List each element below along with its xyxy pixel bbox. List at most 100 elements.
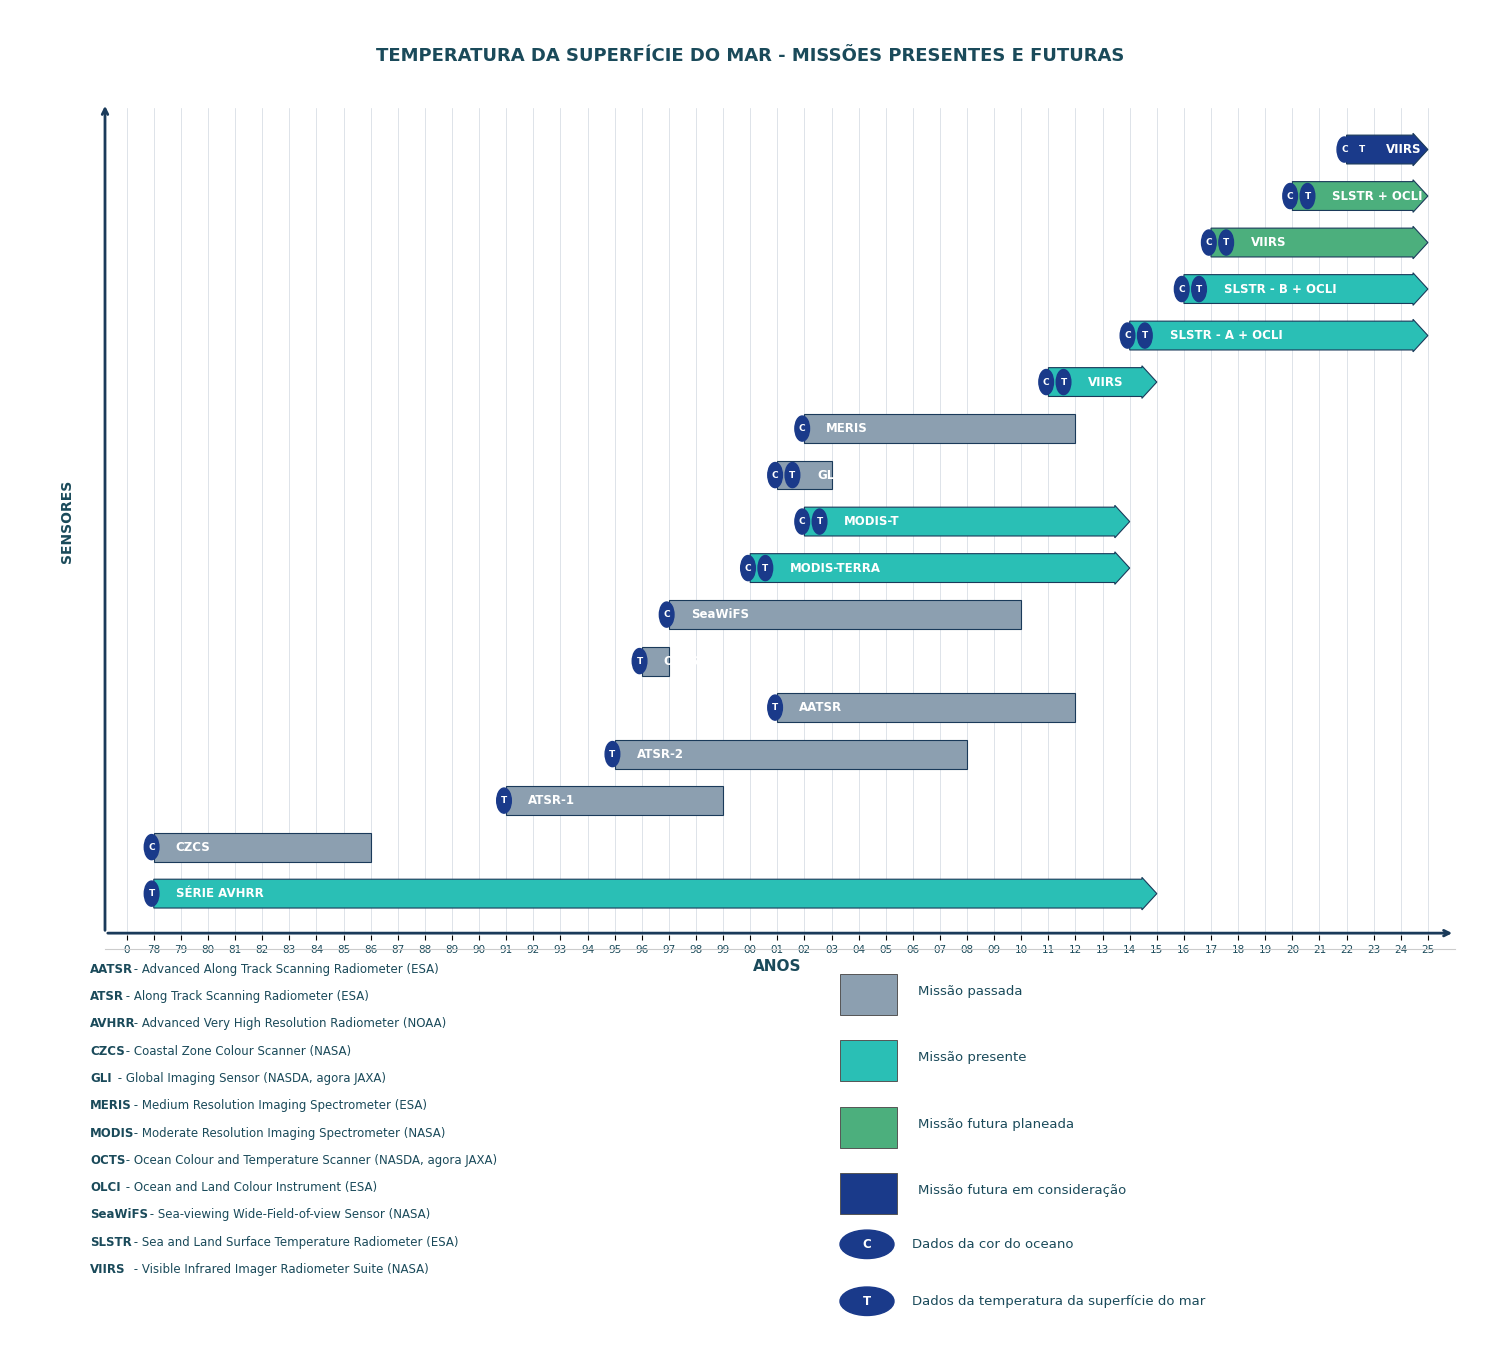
Text: SeaWiFS: SeaWiFS: [692, 608, 748, 621]
Text: C: C: [772, 471, 778, 479]
Text: - Advanced Very High Resolution Radiometer (NOAA): - Advanced Very High Resolution Radiomet…: [129, 1018, 446, 1030]
Circle shape: [795, 416, 810, 441]
Text: AATSR: AATSR: [800, 701, 843, 715]
Text: - Ocean and Land Colour Instrument (ESA): - Ocean and Land Colour Instrument (ESA): [122, 1182, 376, 1194]
Circle shape: [144, 835, 159, 860]
Text: MERIS: MERIS: [90, 1100, 132, 1112]
Bar: [615, 740, 968, 769]
FancyArrow shape: [1130, 319, 1428, 351]
Text: OCTS: OCTS: [90, 1154, 126, 1167]
Text: AVHRR: AVHRR: [90, 1018, 135, 1030]
Text: T: T: [862, 1295, 871, 1308]
Text: C: C: [148, 843, 154, 852]
Text: - Global Imaging Sensor (NASDA, agora JAXA): - Global Imaging Sensor (NASDA, agora JA…: [114, 1071, 386, 1085]
FancyArrow shape: [804, 505, 1130, 538]
Text: Dados da cor do oceano: Dados da cor do oceano: [912, 1238, 1074, 1250]
Circle shape: [1174, 276, 1190, 302]
Text: TEMPERATURA DA SUPERFÍCIE DO MAR - MISSÕES PRESENTES E FUTURAS: TEMPERATURA DA SUPERFÍCIE DO MAR - MISSÕ…: [376, 47, 1124, 65]
Circle shape: [812, 509, 826, 534]
Text: SÉRIE AVHRR: SÉRIE AVHRR: [176, 887, 264, 900]
Text: - Coastal Zone Colour Scanner (NASA): - Coastal Zone Colour Scanner (NASA): [122, 1044, 351, 1058]
Bar: [642, 646, 669, 676]
Text: VIIRS: VIIRS: [1386, 143, 1422, 156]
Text: Missão futura planeada: Missão futura planeada: [918, 1117, 1074, 1131]
FancyArrow shape: [1210, 226, 1428, 258]
Circle shape: [795, 509, 810, 534]
Text: - Sea and Land Surface Temperature Radiometer (ESA): - Sea and Land Surface Temperature Radio…: [129, 1236, 458, 1249]
Bar: [777, 460, 831, 490]
Text: SLSTR - A + OCLI: SLSTR - A + OCLI: [1170, 328, 1282, 342]
Text: T: T: [816, 517, 822, 526]
Text: MODIS: MODIS: [90, 1127, 135, 1140]
Circle shape: [660, 602, 674, 627]
Text: C: C: [1124, 331, 1131, 341]
Text: T: T: [789, 471, 795, 479]
Text: T: T: [1142, 331, 1148, 341]
Circle shape: [1282, 183, 1298, 209]
Text: C: C: [1179, 284, 1185, 293]
Bar: [669, 600, 1022, 629]
Circle shape: [1120, 323, 1136, 349]
Text: T: T: [1359, 145, 1365, 153]
Bar: [840, 975, 897, 1015]
Text: ATSR-2: ATSR-2: [636, 747, 684, 760]
Text: C: C: [800, 424, 806, 433]
Text: SLSTR - B + OCLI: SLSTR - B + OCLI: [1224, 283, 1336, 296]
Bar: [804, 415, 1076, 443]
Text: - Ocean Colour and Temperature Scanner (NASDA, agora JAXA): - Ocean Colour and Temperature Scanner (…: [122, 1154, 496, 1167]
Circle shape: [758, 556, 772, 580]
Text: ATSR: ATSR: [90, 989, 124, 1003]
FancyArrow shape: [1347, 133, 1428, 166]
Text: VIIRS: VIIRS: [1088, 376, 1124, 389]
FancyArrow shape: [1293, 180, 1428, 213]
Text: - Visible Infrared Imager Radiometer Suite (NASA): - Visible Infrared Imager Radiometer Sui…: [129, 1263, 429, 1276]
Text: C: C: [1341, 145, 1347, 153]
Bar: [840, 1174, 897, 1214]
Text: - Medium Resolution Imaging Spectrometer (ESA): - Medium Resolution Imaging Spectrometer…: [129, 1100, 426, 1112]
Text: T: T: [501, 795, 507, 805]
Circle shape: [1202, 230, 1216, 256]
Text: T: T: [1196, 284, 1202, 293]
Text: C: C: [744, 564, 752, 572]
Text: ANOS: ANOS: [753, 958, 801, 973]
Text: C: C: [1287, 191, 1293, 201]
Text: C: C: [1042, 378, 1050, 386]
Text: Dados da temperatura da superfície do mar: Dados da temperatura da superfície do ma…: [912, 1295, 1206, 1308]
Text: - Moderate Resolution Imaging Spectrometer (NASA): - Moderate Resolution Imaging Spectromet…: [129, 1127, 446, 1140]
Bar: [840, 1040, 897, 1081]
FancyArrow shape: [1184, 273, 1428, 306]
Text: C: C: [1206, 238, 1212, 248]
Circle shape: [1300, 183, 1316, 209]
Text: CZCS: CZCS: [176, 841, 210, 853]
Text: GLI: GLI: [818, 468, 839, 482]
Text: - Along Track Scanning Radiometer (ESA): - Along Track Scanning Radiometer (ESA): [122, 989, 369, 1003]
Circle shape: [1191, 276, 1206, 302]
Text: Missão futura em consideração: Missão futura em consideração: [918, 1184, 1126, 1197]
Text: Missão passada: Missão passada: [918, 985, 1023, 997]
Circle shape: [1354, 137, 1370, 162]
Circle shape: [632, 649, 646, 673]
Text: T: T: [636, 657, 642, 665]
Text: OLCI: OLCI: [90, 1182, 120, 1194]
Circle shape: [1040, 370, 1053, 394]
Text: T: T: [609, 750, 615, 759]
Text: Missão presente: Missão presente: [918, 1051, 1026, 1065]
Bar: [506, 786, 723, 816]
FancyArrow shape: [154, 878, 1156, 910]
Text: VIIRS: VIIRS: [90, 1263, 126, 1276]
Text: SLSTR + OCLI: SLSTR + OCLI: [1332, 190, 1422, 202]
FancyArrow shape: [750, 552, 1130, 584]
Text: AATSR: AATSR: [90, 962, 134, 976]
Text: SENSORES: SENSORES: [60, 481, 74, 563]
Text: C: C: [800, 517, 806, 526]
Circle shape: [1336, 137, 1352, 162]
Text: VIIRS: VIIRS: [1251, 236, 1287, 249]
Text: C: C: [663, 610, 670, 619]
Circle shape: [144, 882, 159, 906]
Text: T: T: [1222, 238, 1230, 248]
Text: MODIS-TERRA: MODIS-TERRA: [790, 561, 880, 575]
Text: SeaWiFS: SeaWiFS: [90, 1209, 148, 1221]
Bar: [777, 693, 1076, 721]
Text: MODIS-T: MODIS-T: [844, 516, 900, 528]
Circle shape: [1137, 323, 1152, 349]
